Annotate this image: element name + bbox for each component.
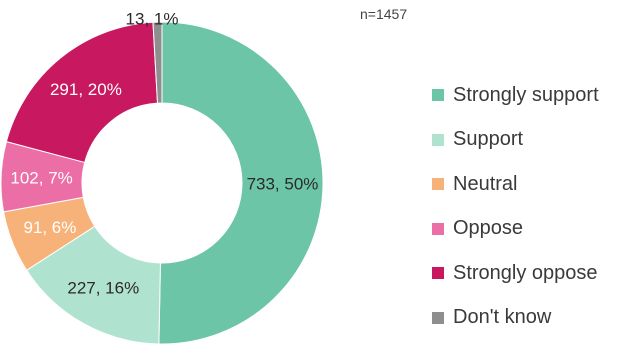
legend-swatch <box>432 267 444 280</box>
legend-item-support: Support <box>432 118 599 163</box>
legend-swatch <box>432 133 444 146</box>
legend-label: Don't know <box>453 306 552 329</box>
slice-label-strongly-support: 733, 50% <box>247 175 319 194</box>
slice-label-don-t-know: 13, 1% <box>126 10 179 29</box>
legend-label: Oppose <box>453 217 524 240</box>
legend-swatch <box>432 311 444 324</box>
donut-slices <box>0 21 324 345</box>
legend-item-strongly-support: Strongly support <box>432 73 599 118</box>
slice-label-support: 227, 16% <box>67 279 139 298</box>
legend-item-don-t-know: Don't know <box>432 296 599 341</box>
legend-swatch <box>432 89 444 102</box>
legend-item-strongly-oppose: Strongly oppose <box>432 251 599 296</box>
legend-label: Strongly oppose <box>453 261 598 284</box>
slice-strongly-oppose <box>5 21 159 164</box>
legend-label: Support <box>453 128 524 151</box>
legend-label: Neutral <box>453 172 518 195</box>
legend-label: Strongly support <box>453 83 599 106</box>
sample-size-label: n=1457 <box>360 6 408 22</box>
slice-labels: 733, 50% 227, 16% 91, 6% 102, 7% 291, 20% 13,… <box>10 10 318 298</box>
slice-don-t-know <box>152 21 163 104</box>
legend-item-neutral: Neutral <box>432 162 599 207</box>
legend-swatch <box>432 178 444 191</box>
slice-label-neutral: 91, 6% <box>23 218 76 237</box>
slice-label-oppose: 102, 7% <box>10 169 72 188</box>
slice-strongly-support <box>158 21 324 345</box>
chart-legend: Strongly support Support Neutral Oppose Stro… <box>432 73 599 340</box>
legend-swatch <box>432 222 444 235</box>
legend-item-oppose: Oppose <box>432 207 599 252</box>
slice-label-strongly-oppose: 291, 20% <box>50 80 122 99</box>
